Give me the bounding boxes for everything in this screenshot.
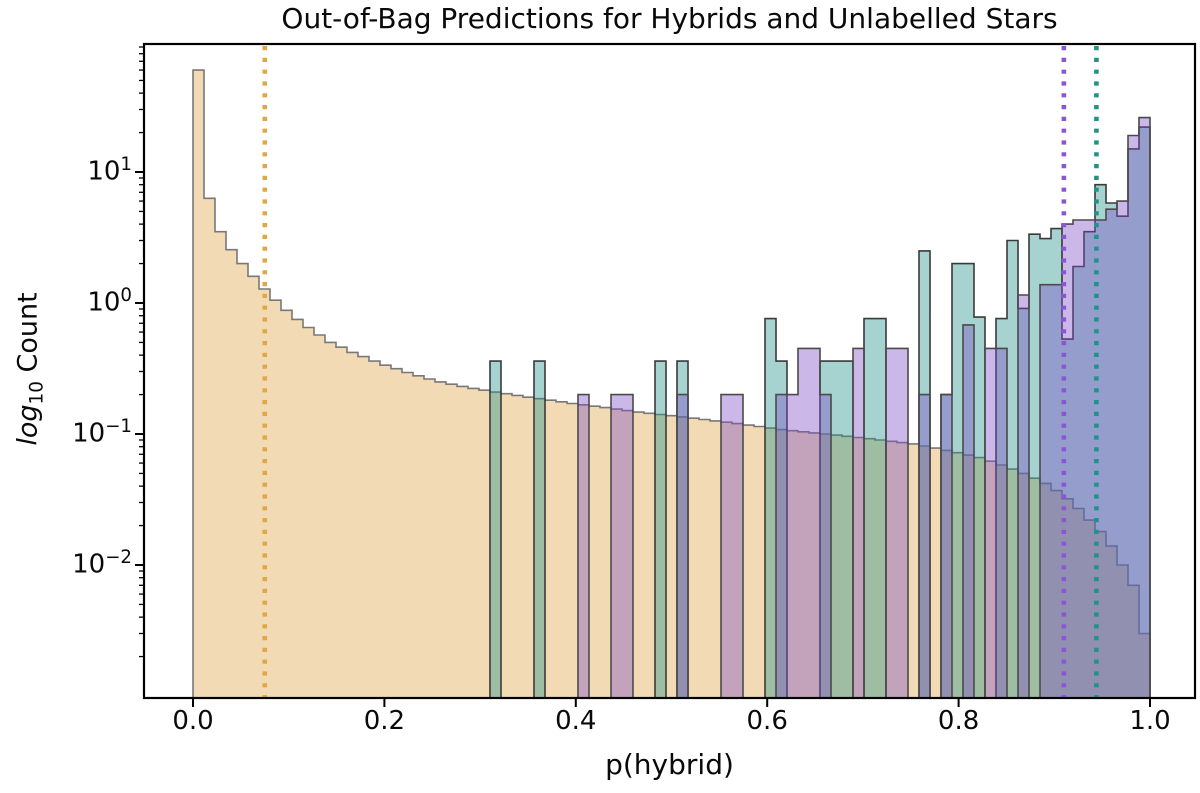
chart-title: Out-of-Bag Predictions for Hybrids and U… [281,2,1058,35]
x-tick-label-0.8: 0.8 [937,706,980,736]
x-tick-label-0.2: 0.2 [363,706,406,736]
histogram-orange-series [192,69,1151,698]
x-tick-label-0.0: 0.0 [172,706,214,736]
y-tick-label-1e-1: 10−1 [72,416,132,449]
x-tick-label-0.4: 0.4 [555,706,597,736]
y-tick-label-1e0: 100 [87,285,132,318]
y-tick-label-1e1: 101 [87,154,132,187]
x-tick-label-1.0: 1.0 [1129,706,1171,736]
y-tick-label-1e-2: 10−2 [72,547,132,580]
y-axis-label-sub: 10 [26,381,48,405]
x-axis-label: p(hybrid) [605,748,734,781]
x-tick-label-0.6: 0.6 [746,706,788,736]
